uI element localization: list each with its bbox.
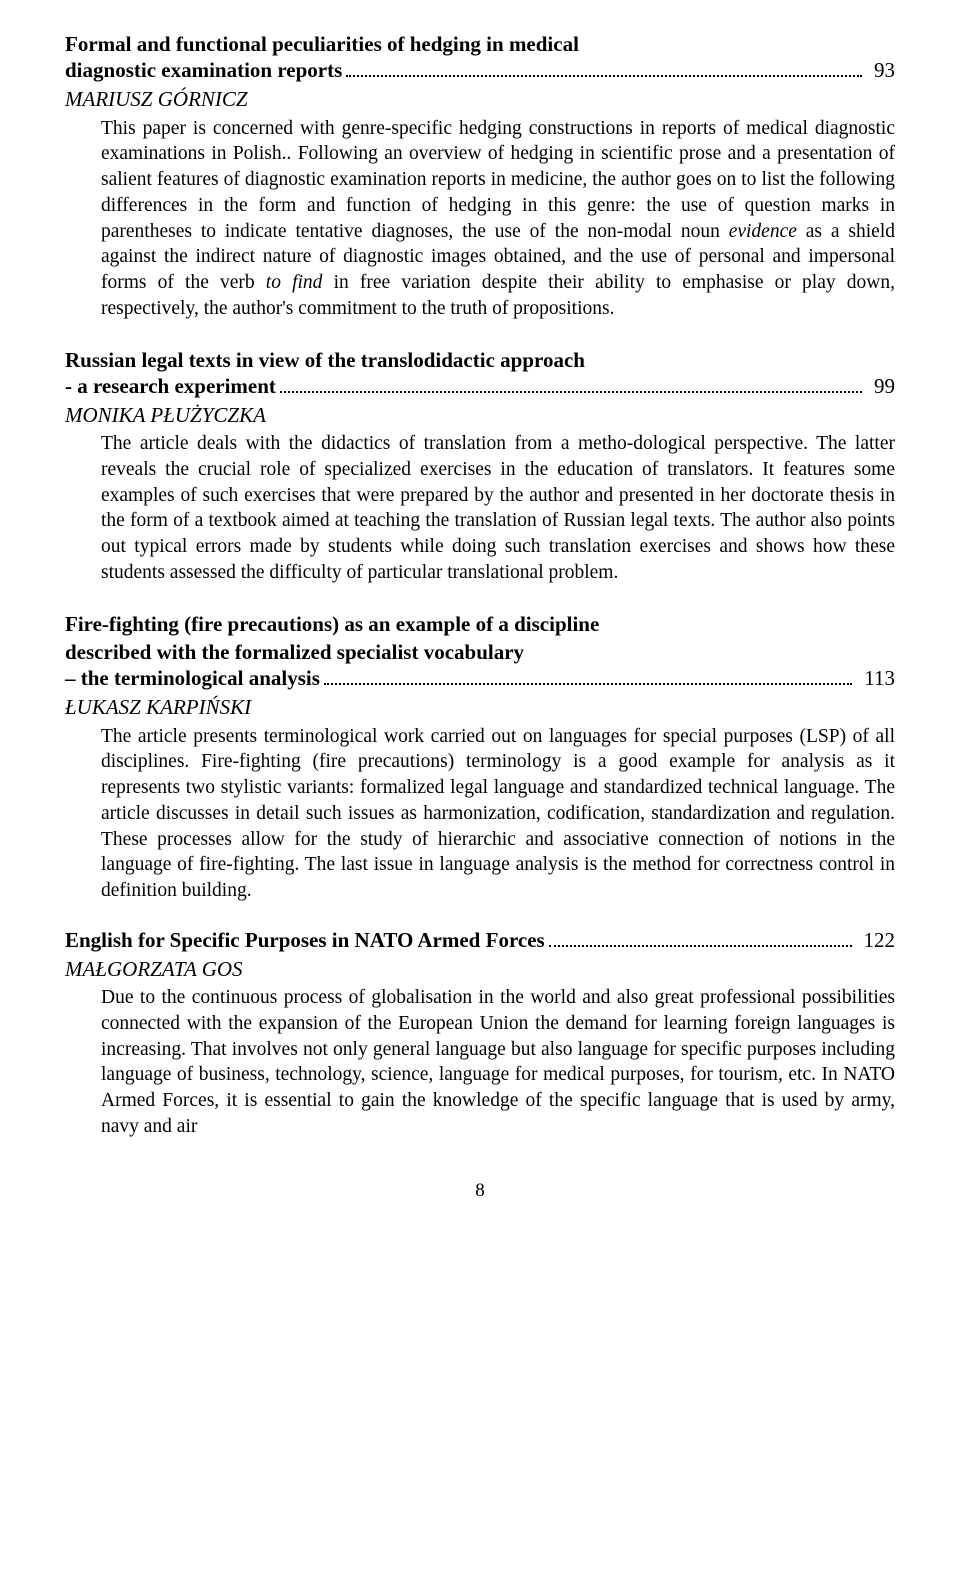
entry-title-block: Fire-fighting (fire precautions) as an e… [65, 610, 895, 692]
toc-entry: Fire-fighting (fire precautions) as an e… [65, 610, 895, 904]
page-number: 8 [475, 1180, 485, 1201]
entry-page-number: 122 [856, 928, 896, 953]
entry-title-block: English for Specific Purposes in NATO Ar… [65, 928, 895, 953]
entry-title-last-text: diagnostic examination reports [65, 58, 342, 83]
toc-content: Formal and functional peculiarities of h… [65, 30, 895, 1140]
entry-title-line: described with the formalized specialist… [65, 638, 895, 666]
leader-dots [549, 945, 852, 947]
entry-author: MAŁGORZATA GOS [65, 955, 895, 983]
entry-title-last-row: diagnostic examination reports 93 [65, 58, 895, 83]
entry-title-last-row: - a research experiment 99 [65, 374, 895, 399]
toc-entry: Formal and functional peculiarities of h… [65, 30, 895, 322]
entry-abstract: The article presents terminological work… [101, 724, 895, 904]
leader-dots [280, 391, 862, 393]
entry-page-number: 93 [866, 58, 895, 83]
entry-title-line: Fire-fighting (fire precautions) as an e… [65, 610, 895, 638]
leader-dots [346, 75, 862, 77]
page-footer: 8 [65, 1180, 895, 1202]
entry-abstract: Due to the continuous process of globali… [101, 985, 895, 1139]
entry-page-number: 99 [866, 374, 895, 399]
entry-title-block: Russian legal texts in view of the trans… [65, 346, 895, 399]
entry-abstract: This paper is concerned with genre-speci… [101, 116, 895, 322]
entry-title-block: Formal and functional peculiarities of h… [65, 30, 895, 83]
entry-author: ŁUKASZ KARPIŃSKI [65, 693, 895, 721]
toc-entry: English for Specific Purposes in NATO Ar… [65, 928, 895, 1140]
toc-entry: Russian legal texts in view of the trans… [65, 346, 895, 586]
entry-title-line: Formal and functional peculiarities of h… [65, 30, 895, 58]
leader-dots [324, 683, 852, 685]
entry-page-number: 113 [856, 666, 895, 691]
entry-abstract: The article deals with the didactics of … [101, 431, 895, 585]
entry-title-last-row: – the terminological analysis 113 [65, 666, 895, 691]
entry-title-line: Russian legal texts in view of the trans… [65, 346, 895, 374]
entry-title-last-text: English for Specific Purposes in NATO Ar… [65, 928, 545, 953]
entry-author: MARIUSZ GÓRNICZ [65, 85, 895, 113]
entry-title-last-text: - a research experiment [65, 374, 276, 399]
entry-title-last-row: English for Specific Purposes in NATO Ar… [65, 928, 895, 953]
entry-title-last-text: – the terminological analysis [65, 666, 320, 691]
entry-author: MONIKA PŁUŻYCZKA [65, 401, 895, 429]
